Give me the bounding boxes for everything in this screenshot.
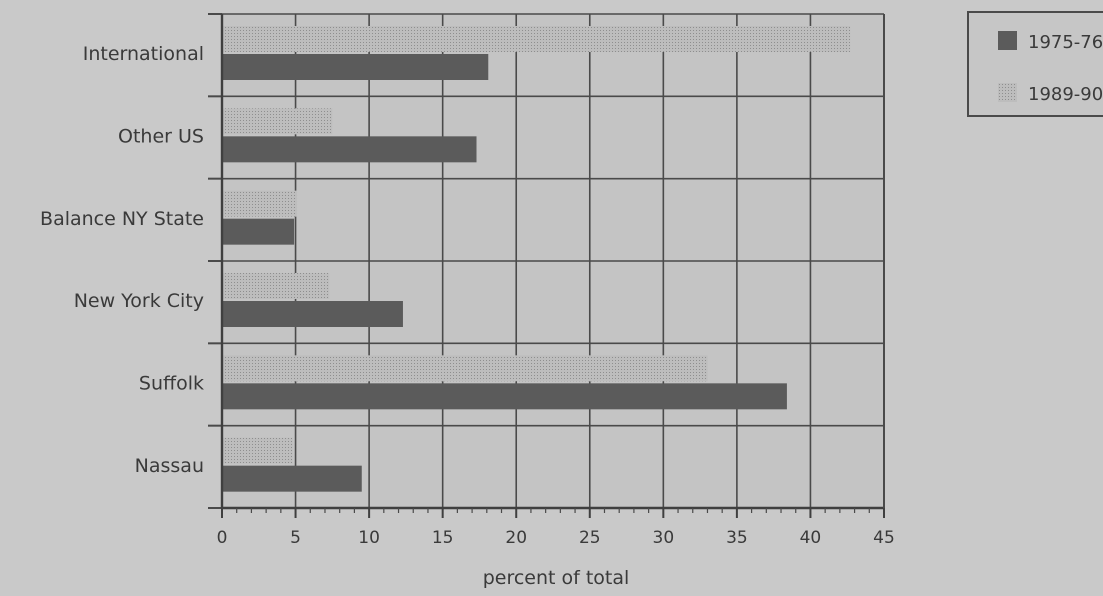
legend-label-1989-90: 1989-90 xyxy=(1028,84,1103,105)
category-label-suffolk: Suffolk xyxy=(139,373,204,395)
bar-1989-90-suffolk xyxy=(222,355,708,382)
x-tick-label-20: 20 xyxy=(505,528,527,548)
bar-1989-90-other-us xyxy=(222,108,333,135)
category-label-balance-ny-state: Balance NY State xyxy=(40,208,204,230)
category-label-nassau: Nassau xyxy=(135,455,204,477)
bars xyxy=(222,26,851,492)
legend-box xyxy=(967,11,1103,117)
x-tick-label-25: 25 xyxy=(579,528,601,548)
legend-swatch-1975-76 xyxy=(998,31,1017,50)
bar-1975-76-suffolk xyxy=(222,383,787,410)
category-label-new-york-city: New York City xyxy=(74,290,204,312)
legend: 1975-76 1989-90 xyxy=(967,11,1103,117)
x-tick-labels: 0 5 10 15 20 25 30 35 40 45 xyxy=(217,528,895,548)
category-labels: Nassau Suffolk New York City Balance NY Sta… xyxy=(40,43,204,477)
bar-1989-90-balance-ny-state xyxy=(222,190,298,217)
bar-1975-76-balance-ny-state xyxy=(222,218,295,245)
axes xyxy=(208,13,885,518)
x-tick-label-10: 10 xyxy=(358,528,380,548)
x-tick-label-35: 35 xyxy=(726,528,748,548)
bar-1989-90-nassau xyxy=(222,437,293,464)
bar-1975-76-international xyxy=(222,54,489,80)
category-label-other-us: Other US xyxy=(118,126,204,148)
bar-1989-90-new-york-city xyxy=(222,273,330,299)
x-tick-label-5: 5 xyxy=(290,528,301,548)
x-tick-label-40: 40 xyxy=(800,528,822,548)
bar-1989-90-international xyxy=(222,26,851,52)
legend-label-1975-76: 1975-76 xyxy=(1028,32,1103,53)
category-label-international: International xyxy=(83,43,204,65)
x-tick-label-45: 45 xyxy=(873,528,895,548)
x-tick-label-15: 15 xyxy=(432,528,454,548)
x-tick-label-0: 0 xyxy=(217,528,228,548)
legend-swatch-1989-90 xyxy=(998,83,1017,102)
x-axis-title: percent of total xyxy=(483,567,630,589)
bar-1975-76-new-york-city xyxy=(222,301,403,327)
bar-1975-76-other-us xyxy=(222,136,477,163)
x-tick-label-30: 30 xyxy=(653,528,675,548)
bar-1975-76-nassau xyxy=(222,465,362,492)
